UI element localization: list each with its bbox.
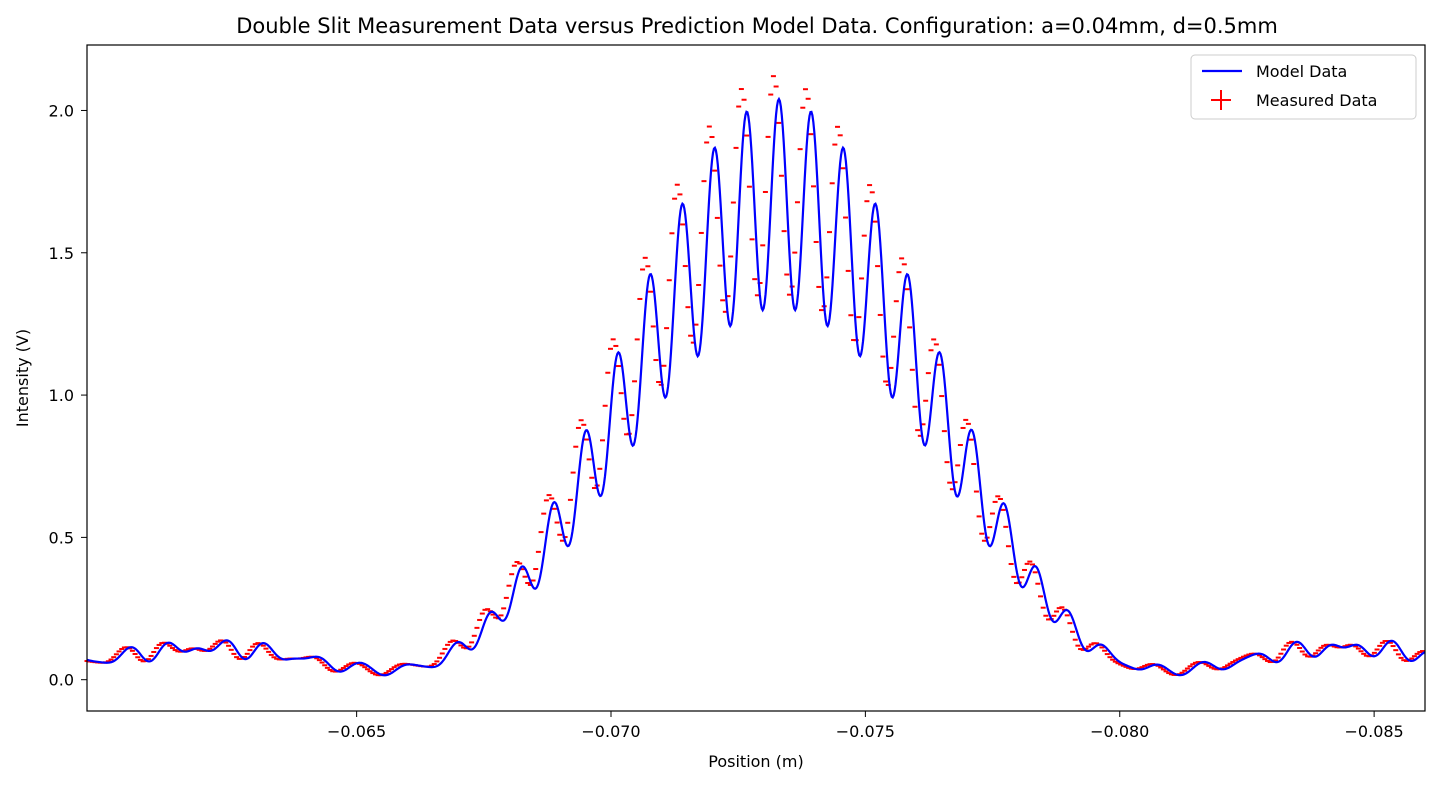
x-tick-label: −0.065 bbox=[327, 722, 386, 741]
x-tick-label: −0.080 bbox=[1090, 722, 1149, 741]
x-tick-label: −0.085 bbox=[1345, 722, 1404, 741]
x-axis-label: Position (m) bbox=[708, 752, 803, 771]
y-tick-label: 1.5 bbox=[49, 244, 74, 263]
model-series bbox=[86, 96, 1426, 677]
plot-area bbox=[87, 45, 1425, 711]
y-tick-label: 1.0 bbox=[49, 386, 74, 405]
model-line bbox=[86, 96, 1426, 677]
y-axis-label: Intensity (V) bbox=[13, 329, 32, 427]
y-tick-label: 0.5 bbox=[49, 528, 74, 547]
x-tick-label: −0.075 bbox=[836, 722, 895, 741]
y-tick-label: 0.0 bbox=[49, 671, 74, 690]
legend: Model Data Measured Data bbox=[1190, 54, 1417, 120]
plot-frame bbox=[86, 44, 1426, 712]
legend-measured-label: Measured Data bbox=[1256, 91, 1377, 110]
chart-title: Double Slit Measurement Data versus Pred… bbox=[236, 14, 1278, 38]
legend-measured-marker bbox=[1211, 90, 1231, 110]
x-tick-label: −0.070 bbox=[581, 722, 640, 741]
y-tick-label: 2.0 bbox=[49, 101, 74, 120]
y-axis: 0.0 0.5 1.0 1.5 2.0 bbox=[49, 101, 87, 690]
x-axis: −0.065 −0.070 −0.075 −0.080 −0.085 bbox=[327, 711, 1404, 741]
legend-model-label: Model Data bbox=[1256, 62, 1347, 81]
legend-box bbox=[1190, 54, 1417, 120]
